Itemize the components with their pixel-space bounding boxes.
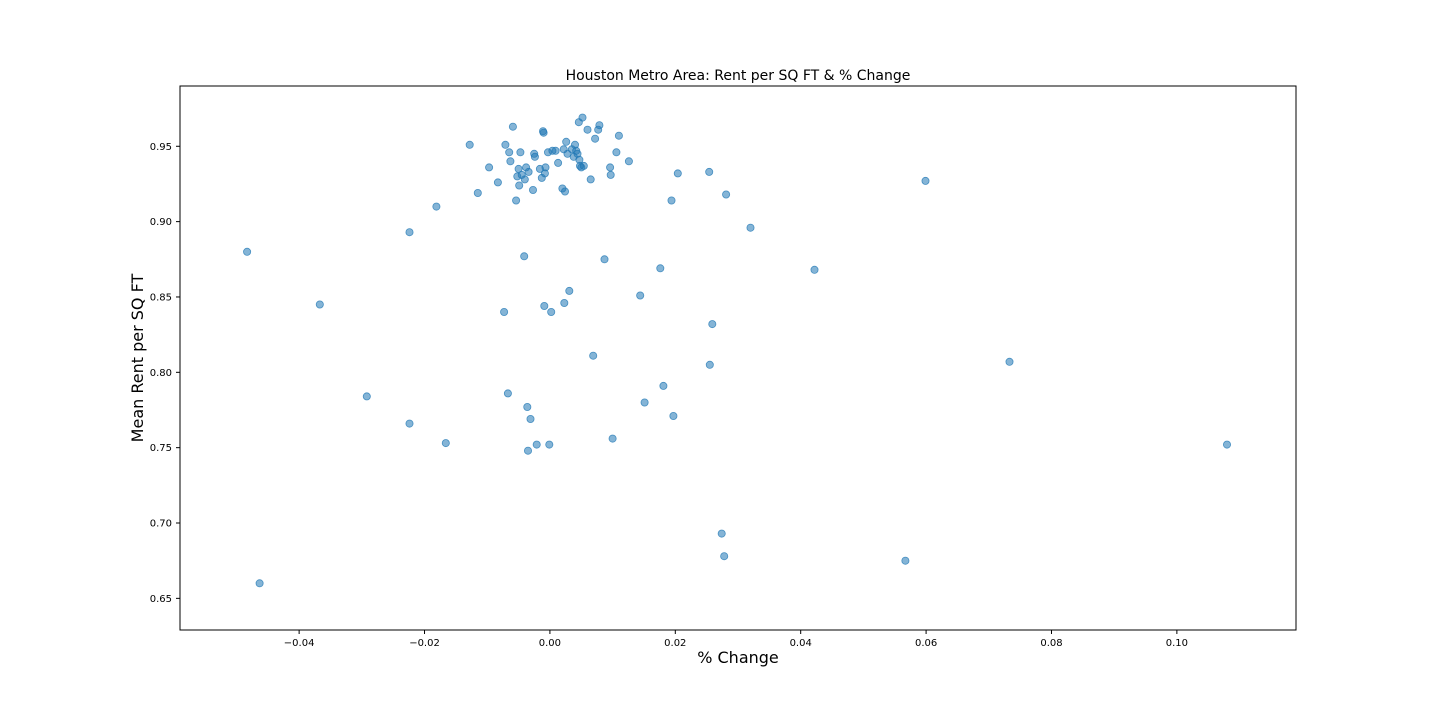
data-point-34 — [532, 440, 541, 449]
data-point-28 — [524, 446, 533, 455]
data-point-16 — [506, 157, 515, 166]
data-point-33 — [530, 152, 539, 161]
data-point-82 — [659, 381, 668, 390]
data-point-12 — [500, 307, 509, 316]
x-tick-label-0: −0.04 — [284, 638, 315, 649]
x-tick-label-3: 0.02 — [664, 638, 686, 649]
data-point-75 — [608, 434, 617, 443]
data-point-66 — [583, 125, 592, 134]
data-point-77 — [614, 131, 623, 140]
data-point-5 — [405, 419, 414, 428]
y-tick-label-0: 0.65 — [150, 594, 172, 605]
data-point-80 — [640, 398, 649, 407]
y-tick-label-1: 0.70 — [150, 519, 172, 530]
data-point-88 — [708, 320, 717, 329]
data-point-6 — [432, 202, 441, 211]
data-point-3 — [362, 392, 371, 401]
data-point-11 — [493, 178, 502, 187]
data-point-30 — [526, 414, 535, 423]
data-point-65 — [579, 161, 588, 170]
x-tick-label-5: 0.06 — [915, 638, 937, 649]
data-point-22 — [516, 148, 525, 157]
y-tick-label-2: 0.75 — [150, 443, 172, 454]
data-point-47 — [554, 158, 563, 167]
data-point-94 — [901, 556, 910, 565]
data-point-43 — [545, 440, 554, 449]
data-point-25 — [520, 175, 529, 184]
data-point-96 — [1005, 357, 1014, 366]
data-point-93 — [810, 265, 819, 274]
x-axis-title: % Change — [697, 648, 779, 667]
data-point-72 — [600, 255, 609, 264]
x-tick-label-7: 0.10 — [1166, 638, 1188, 649]
data-point-89 — [717, 529, 726, 538]
data-point-67 — [586, 175, 595, 184]
data-point-73 — [606, 163, 615, 172]
data-point-17 — [508, 122, 517, 131]
x-tick-label-2: 0.00 — [539, 638, 561, 649]
data-point-27 — [523, 402, 532, 411]
data-point-86 — [705, 167, 714, 176]
data-point-85 — [673, 169, 682, 178]
y-tick-label-6: 0.95 — [150, 142, 172, 153]
data-point-92 — [746, 223, 755, 232]
x-tick-label-6: 0.08 — [1040, 638, 1062, 649]
y-tick-label-3: 0.80 — [150, 368, 172, 379]
data-point-84 — [669, 411, 678, 420]
y-tick-label-4: 0.85 — [150, 292, 172, 303]
data-point-24 — [520, 252, 529, 261]
data-point-0 — [243, 247, 252, 256]
data-point-7 — [441, 439, 450, 448]
data-point-54 — [565, 286, 574, 295]
data-point-64 — [578, 113, 587, 122]
data-point-31 — [529, 185, 538, 194]
data-point-38 — [539, 128, 548, 137]
data-point-8 — [465, 140, 474, 149]
data-point-21 — [515, 181, 524, 190]
data-point-2 — [315, 300, 324, 309]
y-tick-label-5: 0.90 — [150, 217, 172, 228]
data-point-79 — [636, 291, 645, 300]
data-point-18 — [512, 196, 521, 205]
data-point-68 — [589, 351, 598, 360]
data-point-71 — [595, 121, 604, 130]
data-point-10 — [485, 163, 494, 172]
data-point-81 — [656, 264, 665, 273]
data-point-74 — [606, 170, 615, 179]
data-point-50 — [560, 298, 569, 307]
data-point-13 — [501, 140, 510, 149]
plot-frame — [179, 85, 1297, 631]
x-tick-label-4: 0.04 — [790, 638, 812, 649]
data-point-4 — [405, 228, 414, 237]
data-point-46 — [551, 146, 560, 155]
data-point-52 — [562, 137, 571, 146]
data-point-91 — [722, 190, 731, 199]
data-point-39 — [540, 301, 549, 310]
data-point-15 — [505, 148, 514, 157]
y-axis: 0.65 0.70 0.75 0.80 0.85 0.90 0.95 — [150, 142, 180, 605]
data-point-51 — [561, 187, 570, 196]
data-point-9 — [473, 188, 482, 197]
data-point-78 — [624, 157, 633, 166]
data-point-83 — [667, 196, 676, 205]
data-point-44 — [547, 307, 556, 316]
data-point-41 — [541, 163, 550, 172]
chart-title: Houston Metro Area: Rent per SQ FT & % C… — [566, 68, 911, 84]
y-axis-title: Mean Rent per SQ FT — [128, 273, 147, 442]
data-point-1 — [255, 579, 264, 588]
x-axis: −0.04 −0.02 0.00 0.02 0.04 0.06 0.08 0.10 — [284, 630, 1188, 649]
data-point-14 — [503, 389, 512, 398]
data-point-90 — [720, 552, 729, 561]
data-point-95 — [921, 176, 930, 185]
data-point-76 — [612, 148, 621, 157]
data-point-69 — [591, 134, 600, 143]
points-layer — [243, 113, 1232, 588]
x-tick-label-1: −0.02 — [409, 638, 440, 649]
data-point-97 — [1223, 440, 1232, 449]
data-point-87 — [705, 360, 714, 369]
data-point-29 — [524, 167, 533, 176]
